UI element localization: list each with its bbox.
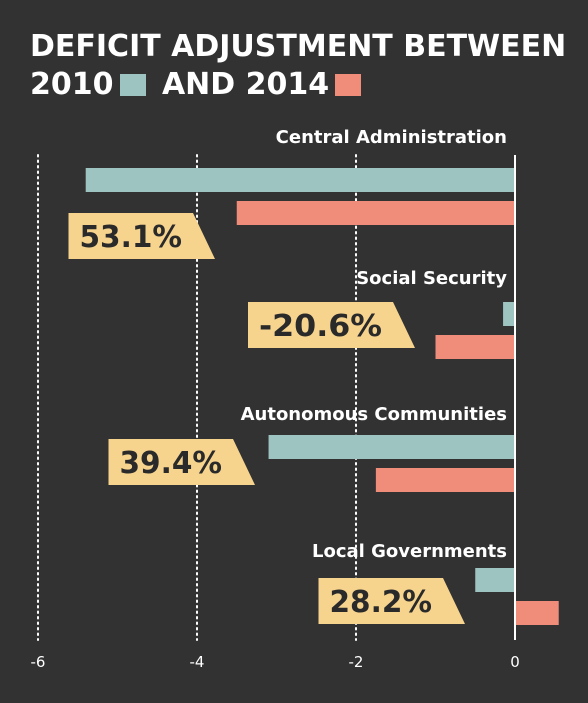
legend-label-2010: 2010 bbox=[30, 67, 114, 102]
chart-title: DEFICIT ADJUSTMENT BETWEEN 2010 AND 2014 bbox=[30, 28, 570, 104]
annotation-value: -20.6% bbox=[259, 309, 382, 344]
bar-2010 bbox=[85, 168, 515, 192]
x-tick-label: 0 bbox=[510, 653, 520, 671]
category-label: Autonomous Communities bbox=[241, 404, 507, 425]
annotation-badge bbox=[108, 439, 255, 485]
category-label: Social Security bbox=[356, 268, 507, 289]
title-line-1: DEFICIT ADJUSTMENT BETWEEN bbox=[30, 29, 567, 64]
bar-2010 bbox=[475, 568, 515, 592]
annotation-value: 53.1% bbox=[80, 220, 183, 255]
annotation-value: 39.4% bbox=[120, 446, 223, 481]
bar-2014 bbox=[435, 335, 515, 359]
legend-swatch-2014 bbox=[335, 74, 362, 96]
legend-swatch-2010 bbox=[119, 74, 146, 96]
x-tick-label: -2 bbox=[349, 653, 364, 671]
legend-label-2014: AND 2014 bbox=[161, 67, 330, 102]
title-line-2: 2010 AND 2014 bbox=[30, 66, 570, 104]
bar-2014 bbox=[236, 201, 515, 225]
x-tick-label: -6 bbox=[31, 653, 46, 671]
x-tick-label: -4 bbox=[190, 653, 205, 671]
bar-2014 bbox=[375, 468, 515, 492]
annotation-badge bbox=[318, 578, 465, 624]
category-label: Central Administration bbox=[276, 127, 507, 148]
annotation-badge bbox=[68, 213, 215, 259]
bar-2010 bbox=[268, 435, 515, 459]
annotation-badge bbox=[248, 302, 415, 348]
bar-2010 bbox=[503, 302, 515, 326]
category-label: Local Governments bbox=[312, 541, 507, 562]
annotation-value: 28.2% bbox=[330, 585, 433, 620]
bar-2014 bbox=[515, 601, 559, 625]
